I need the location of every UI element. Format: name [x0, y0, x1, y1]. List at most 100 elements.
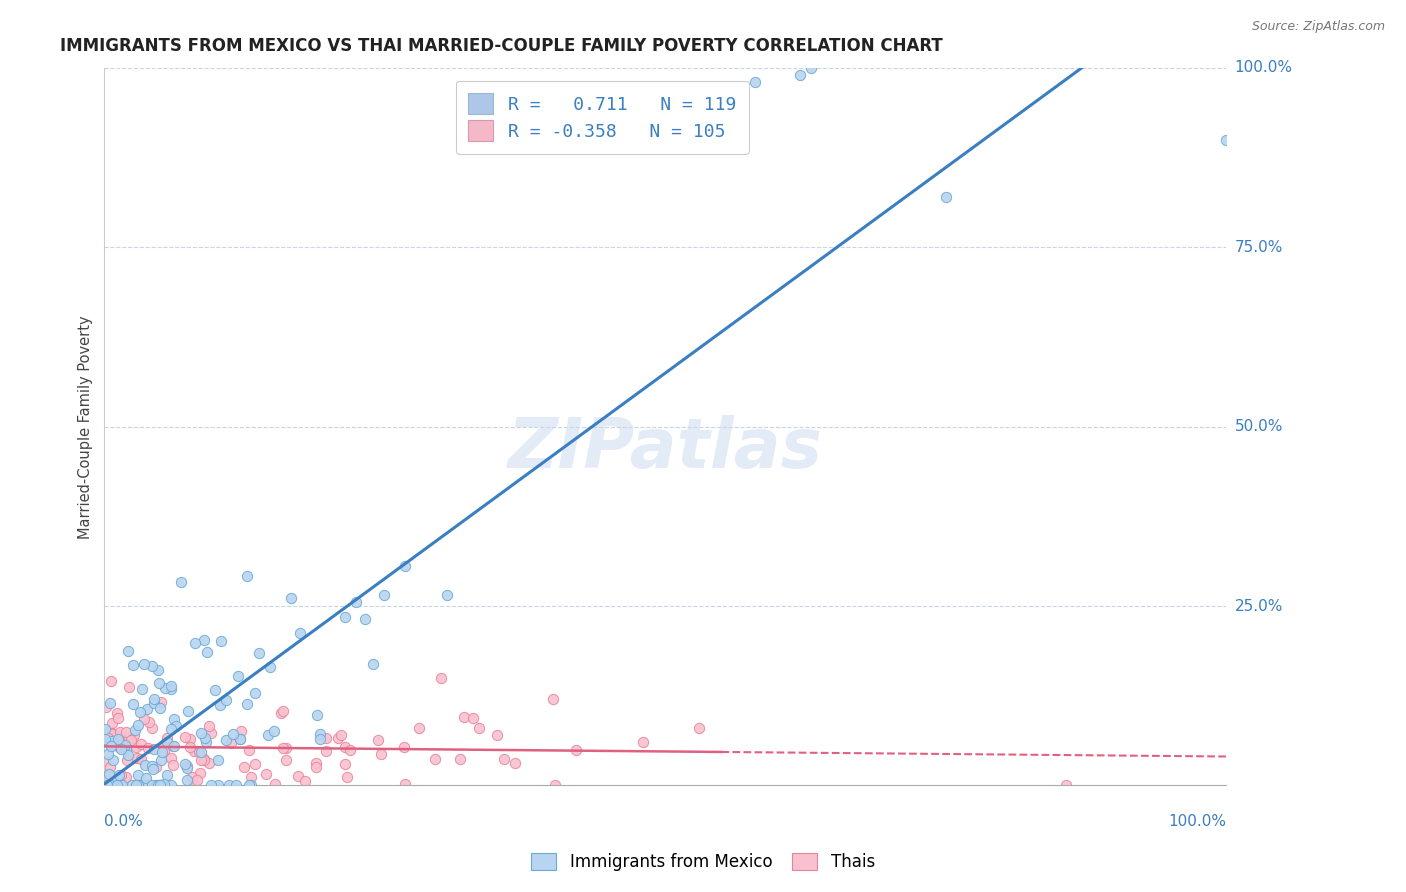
Point	[93, 732, 115, 747]
Point	[98, 723, 121, 738]
Point	[108, 779, 131, 793]
Point	[100, 779, 122, 793]
Point	[153, 776, 176, 790]
Point	[179, 740, 201, 755]
Point	[305, 708, 328, 723]
Point	[128, 705, 150, 719]
Point	[152, 744, 174, 758]
Point	[145, 779, 167, 793]
Point	[367, 733, 389, 747]
Point	[108, 738, 131, 752]
Point	[146, 779, 169, 793]
Point	[688, 721, 710, 735]
Text: 100.0%: 100.0%	[1168, 814, 1226, 830]
Point	[94, 768, 117, 782]
Point	[125, 739, 148, 754]
Point	[136, 740, 159, 755]
Point	[226, 669, 249, 683]
Point	[215, 693, 238, 707]
Point	[100, 779, 122, 793]
Point	[247, 646, 270, 660]
Point	[150, 779, 173, 793]
Point	[789, 68, 811, 82]
Point	[149, 701, 172, 715]
Point	[160, 679, 183, 693]
Point	[353, 612, 375, 626]
Point	[280, 591, 302, 605]
Point	[207, 753, 229, 767]
Point	[394, 559, 416, 574]
Point	[173, 730, 195, 744]
Point	[453, 709, 475, 723]
Point	[145, 760, 167, 774]
Point	[271, 740, 294, 755]
Point	[183, 636, 205, 650]
Point	[105, 706, 128, 720]
Point	[190, 726, 212, 740]
Point	[129, 779, 152, 793]
Point	[121, 779, 143, 793]
Point	[136, 779, 159, 793]
Point	[149, 779, 172, 793]
Legend: R =   0.711   N = 119, R = -0.358   N = 105: R = 0.711 N = 119, R = -0.358 N = 105	[456, 80, 749, 154]
Point	[541, 692, 564, 706]
Point	[122, 657, 145, 672]
Point	[114, 724, 136, 739]
Text: 100.0%: 100.0%	[1234, 61, 1292, 76]
Point	[461, 711, 484, 725]
Point	[100, 674, 122, 689]
Point	[176, 761, 198, 775]
Point	[229, 731, 252, 746]
Point	[165, 719, 187, 733]
Point	[143, 742, 166, 756]
Text: 0.0%: 0.0%	[104, 814, 143, 830]
Point	[107, 729, 129, 743]
Point	[188, 745, 211, 759]
Point	[408, 721, 430, 735]
Point	[98, 760, 121, 774]
Point	[305, 760, 328, 774]
Point	[138, 715, 160, 730]
Point	[449, 752, 471, 766]
Point	[94, 754, 117, 768]
Point	[114, 738, 136, 752]
Point	[162, 739, 184, 753]
Point	[135, 771, 157, 785]
Point	[179, 732, 201, 747]
Point	[156, 735, 179, 749]
Point	[193, 753, 215, 767]
Point	[243, 686, 266, 700]
Point	[124, 723, 146, 737]
Point	[183, 779, 205, 793]
Point	[339, 743, 361, 757]
Point	[186, 773, 208, 788]
Point	[108, 739, 131, 754]
Point	[308, 731, 330, 746]
Point	[129, 751, 152, 765]
Point	[177, 704, 200, 718]
Point	[180, 770, 202, 784]
Point	[125, 750, 148, 764]
Point	[153, 681, 176, 695]
Point	[190, 745, 212, 759]
Point	[208, 698, 231, 712]
Point	[108, 724, 131, 739]
Point	[245, 757, 267, 772]
Point	[236, 697, 259, 711]
Point	[430, 671, 453, 685]
Point	[101, 753, 124, 767]
Point	[97, 731, 120, 745]
Point	[200, 779, 222, 793]
Point	[263, 777, 285, 791]
Point	[117, 644, 139, 658]
Point	[97, 747, 120, 761]
Point	[215, 733, 238, 747]
Point	[127, 768, 149, 782]
Point	[160, 681, 183, 696]
Point	[98, 767, 121, 781]
Point	[373, 588, 395, 602]
Point	[159, 722, 181, 736]
Point	[107, 731, 129, 746]
Point	[134, 757, 156, 772]
Point	[176, 772, 198, 787]
